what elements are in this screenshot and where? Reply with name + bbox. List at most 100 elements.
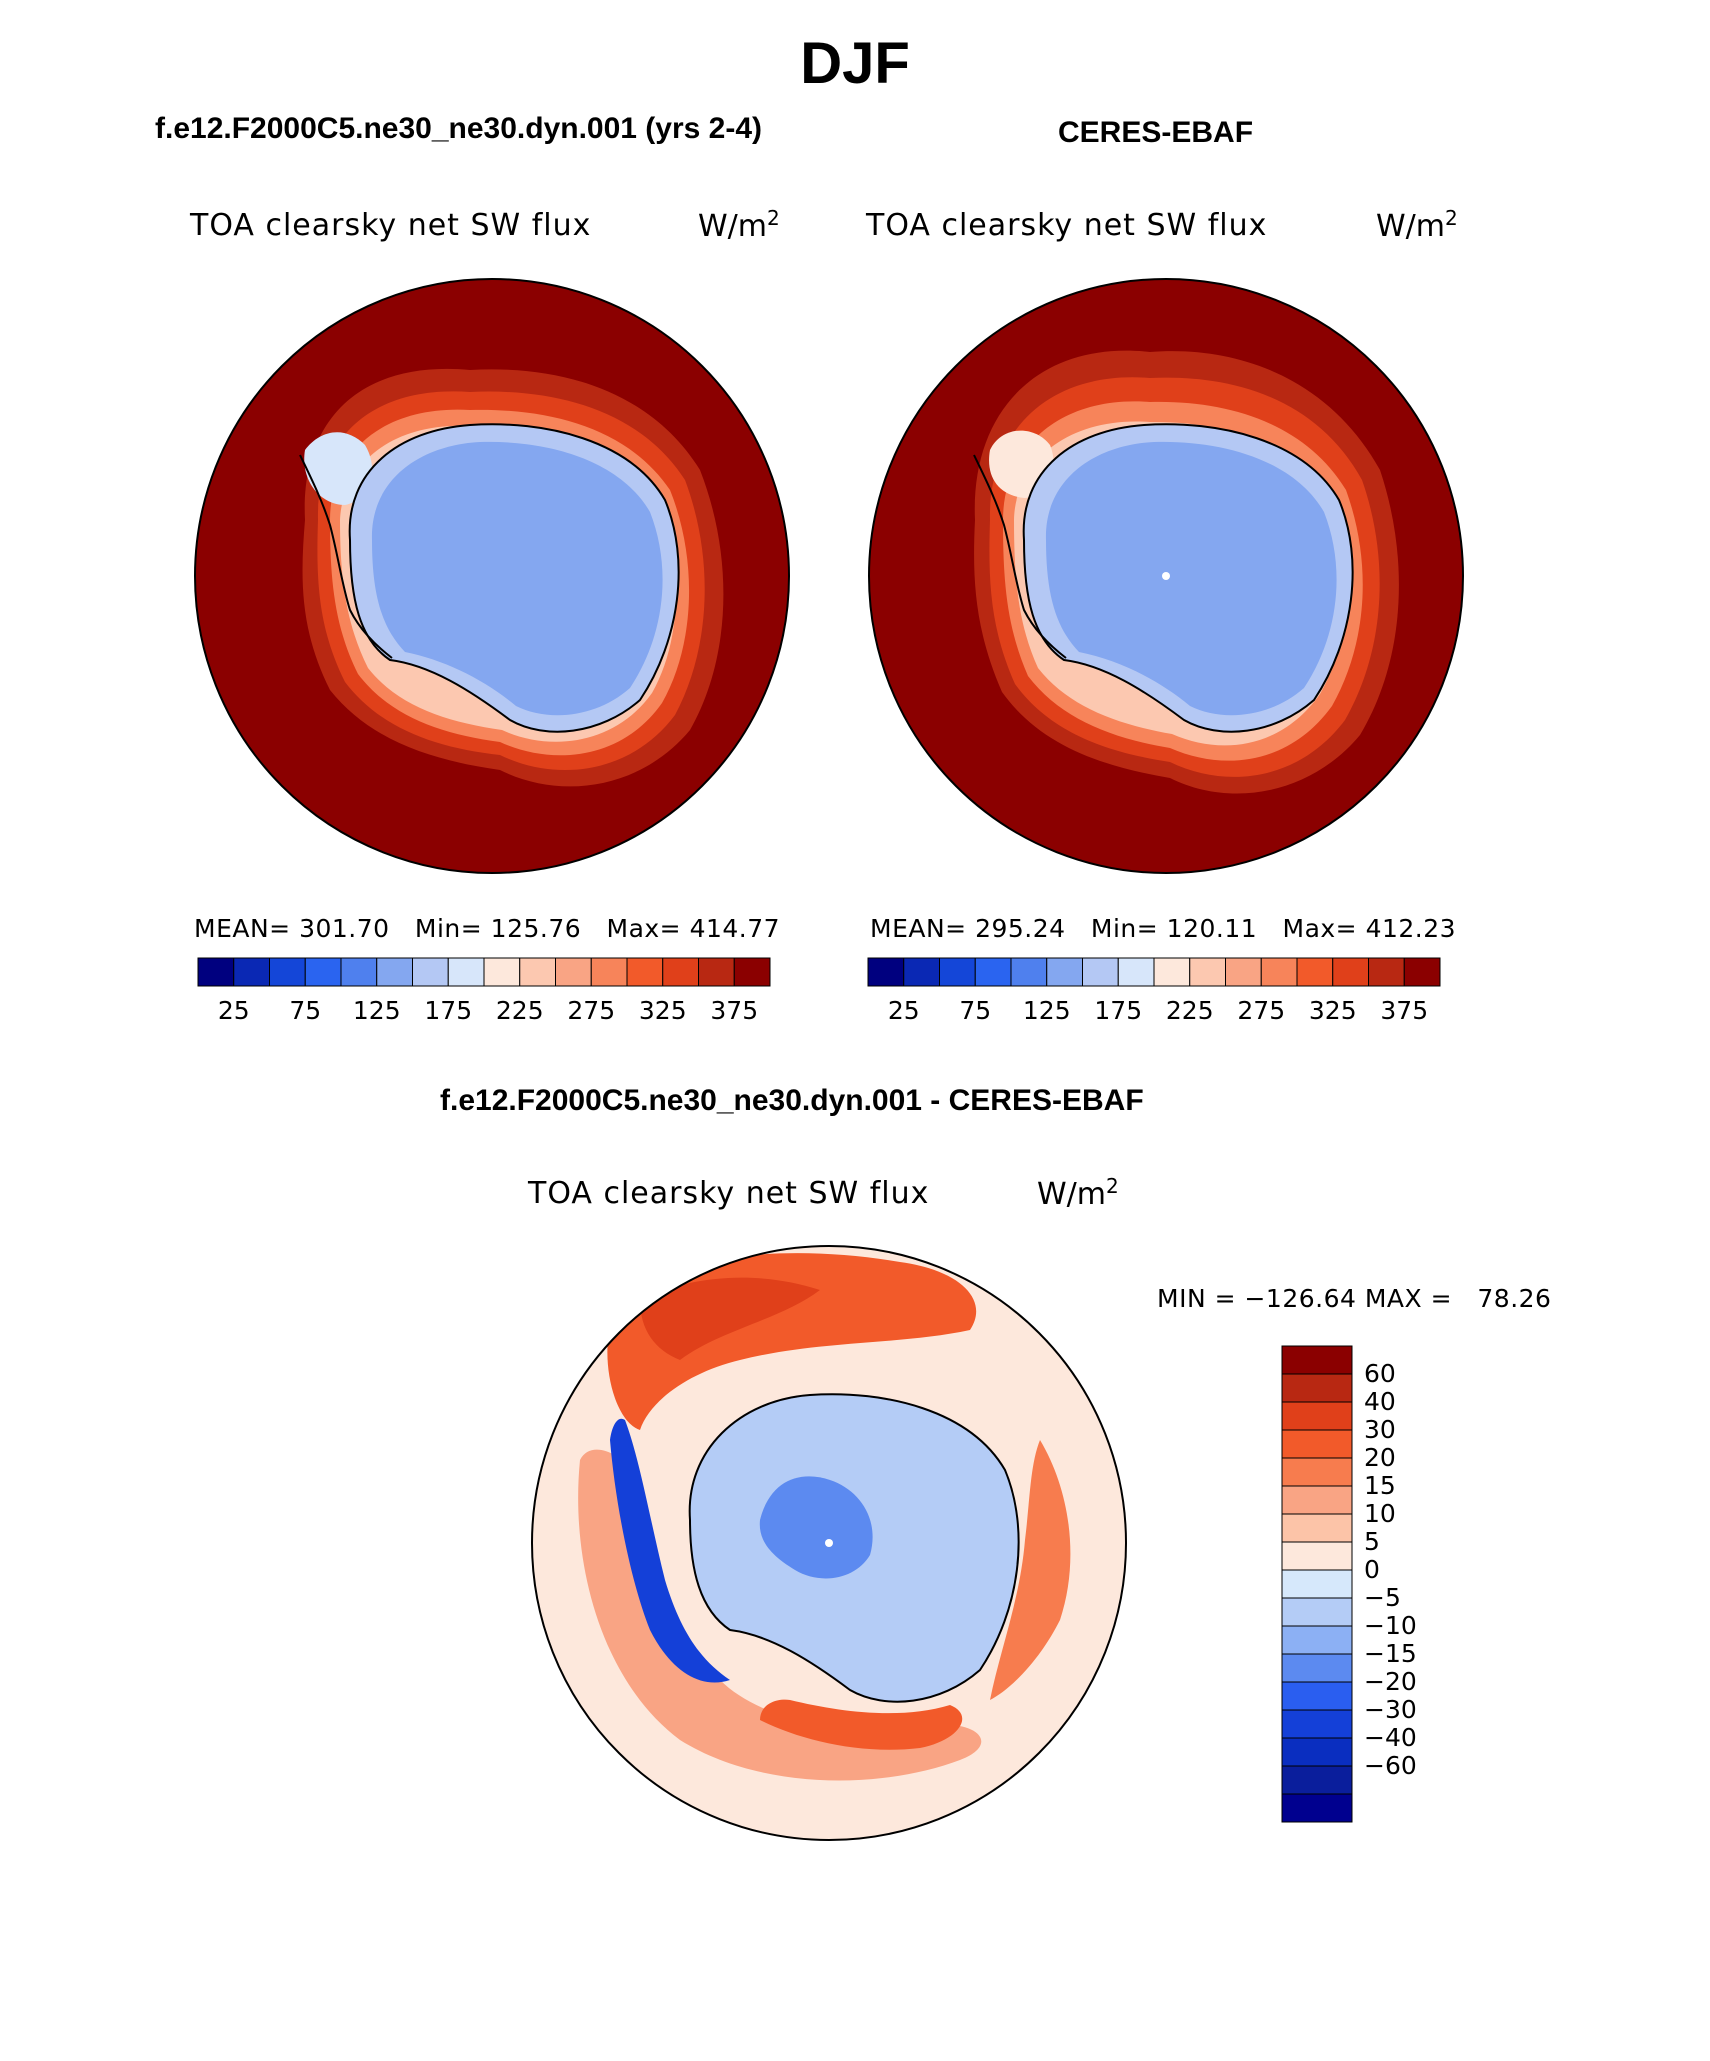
colorbar-tick-label: 225 — [495, 996, 544, 1025]
panel-3-case-title: f.e12.F2000C5.ne30_ne30.dyn.001 - CERES-… — [440, 1084, 1144, 1117]
colorbar-tick-label: 125 — [352, 996, 401, 1025]
colorbar-swatch — [1010, 957, 1048, 987]
panel-3-coastline — [688, 1393, 1020, 1703]
panel-3-map-border — [531, 1245, 1127, 1841]
colorbar-tick-label: 375 — [710, 996, 759, 1025]
colorbar-swatch — [1225, 957, 1262, 987]
colorbar-swatch — [1281, 1793, 1353, 1823]
colorbar-swatch — [447, 957, 485, 987]
colorbar-tick-label: 5 — [1364, 1527, 1380, 1556]
colorbar-swatch — [903, 957, 940, 987]
colorbar-tick-label: −10 — [1364, 1611, 1417, 1640]
colorbar-swatch — [1281, 1681, 1353, 1711]
panel-1-peninsula-patch — [304, 432, 373, 505]
colorbar-tick-label: 25 — [217, 996, 250, 1025]
colorbar-tick-label: 175 — [1094, 996, 1143, 1025]
panel-3-colorbar — [1281, 1345, 1353, 1823]
colorbar-tick-label: 125 — [1022, 996, 1071, 1025]
colorbar-swatch — [1281, 1513, 1353, 1543]
panel-2-units: W/m2 — [1376, 206, 1458, 244]
colorbar-swatch — [1189, 957, 1226, 987]
season-title: DJF — [800, 31, 910, 96]
panel-3-warm-north-core — [640, 1277, 820, 1360]
colorbar-swatch — [197, 957, 235, 987]
colorbar-swatch — [626, 957, 664, 987]
colorbar-swatch — [662, 957, 699, 987]
colorbar-tick-label: 0 — [1364, 1555, 1380, 1584]
colorbar-tick-label: 10 — [1364, 1499, 1396, 1528]
colorbar-swatch — [1281, 1653, 1353, 1683]
panel-2-stats: MEAN= 295.24 Min= 120.11 Max= 412.23 — [870, 914, 1457, 943]
panel-1-map — [195, 279, 789, 873]
colorbar-tick-label: −5 — [1364, 1583, 1401, 1612]
colorbar-swatch — [269, 957, 306, 987]
panel-3-ice-diff-core — [759, 1476, 873, 1579]
colorbar-tick-label: 225 — [1165, 996, 1214, 1025]
panel-2-peninsula-coast — [973, 454, 1067, 659]
colorbar-swatch — [1332, 957, 1369, 987]
colorbar-swatch — [376, 957, 413, 987]
panel-1-case-title: f.e12.F2000C5.ne30_ne30.dyn.001 (yrs 2-4… — [155, 112, 763, 145]
colorbar-swatch — [698, 957, 735, 987]
colorbar-tick-label: 275 — [1237, 996, 1286, 1025]
colorbar-swatch — [1117, 957, 1155, 987]
panel-2-pole-marker — [1162, 572, 1170, 580]
colorbar-swatch — [1281, 1709, 1353, 1739]
panel-3-plot-title: TOA clearsky net SW flux — [528, 1176, 930, 1211]
colorbar-swatch — [233, 957, 270, 987]
panel-3-warm-south — [760, 1699, 963, 1750]
colorbar-swatch — [1281, 1457, 1353, 1487]
panel-2-case-title: CERES-EBAF — [1058, 116, 1254, 149]
colorbar-swatch — [1281, 1625, 1353, 1655]
colorbar-swatch — [412, 957, 449, 987]
panel-1-coastline — [348, 423, 680, 733]
colorbar-tick-label: −15 — [1364, 1639, 1417, 1668]
colorbar-tick-label: 20 — [1364, 1443, 1396, 1472]
panel-1-map-border — [194, 278, 790, 874]
panel-1-colorbar — [197, 957, 771, 987]
colorbar-swatch — [1296, 957, 1334, 987]
colorbar-tick-label: 175 — [424, 996, 473, 1025]
panel-2-plot-title: TOA clearsky net SW flux — [866, 208, 1268, 243]
colorbar-tick-label: 60 — [1364, 1359, 1396, 1388]
colorbar-tick-label: 25 — [887, 996, 920, 1025]
colorbar-swatch — [1281, 1345, 1353, 1375]
panel-3-warm-ring-west — [578, 1449, 982, 1781]
colorbar-swatch — [1281, 1401, 1353, 1431]
colorbar-tick-label: −30 — [1364, 1695, 1417, 1724]
colorbar-swatch — [519, 957, 556, 987]
panel-1-stats: MEAN= 301.70 Min= 125.76 Max= 414.77 — [194, 914, 781, 943]
colorbar-swatch — [1046, 957, 1083, 987]
colorbar-swatch — [1281, 1569, 1353, 1599]
colorbar-swatch — [1368, 957, 1405, 987]
colorbar-swatch — [340, 957, 378, 987]
panel-1-peninsula-coast — [299, 454, 393, 659]
colorbar-tick-label: 325 — [638, 996, 687, 1025]
colorbar-tick-label: −60 — [1364, 1751, 1417, 1780]
panel-2-map — [869, 279, 1463, 873]
colorbar-swatch — [1281, 1765, 1353, 1795]
colorbar-swatch — [555, 957, 592, 987]
panel-2-map-border — [868, 278, 1464, 874]
colorbar-swatch — [1281, 1429, 1353, 1459]
colorbar-tick-label: 30 — [1364, 1415, 1396, 1444]
colorbar-tick-label: 275 — [567, 996, 616, 1025]
colorbar-swatch — [867, 957, 905, 987]
colorbar-swatch — [1281, 1597, 1353, 1627]
panel-3-cold-peninsula — [610, 1418, 730, 1683]
colorbar-tick-label: −20 — [1364, 1667, 1417, 1696]
colorbar-tick-label: 15 — [1364, 1471, 1396, 1500]
colorbar-tick-label: −40 — [1364, 1723, 1417, 1752]
colorbar-swatch — [304, 957, 342, 987]
colorbar-swatch — [1281, 1541, 1353, 1571]
panel-2-coastline — [1022, 423, 1354, 733]
colorbar-swatch — [733, 957, 771, 987]
colorbar-swatch — [1260, 957, 1298, 987]
colorbar-swatch — [1281, 1737, 1353, 1767]
colorbar-swatch — [1082, 957, 1119, 987]
colorbar-tick-label: 325 — [1308, 996, 1357, 1025]
panel-3-units: W/m2 — [1037, 1174, 1119, 1212]
colorbar-swatch — [1403, 957, 1441, 987]
panel-3-pole-marker — [825, 1539, 833, 1547]
